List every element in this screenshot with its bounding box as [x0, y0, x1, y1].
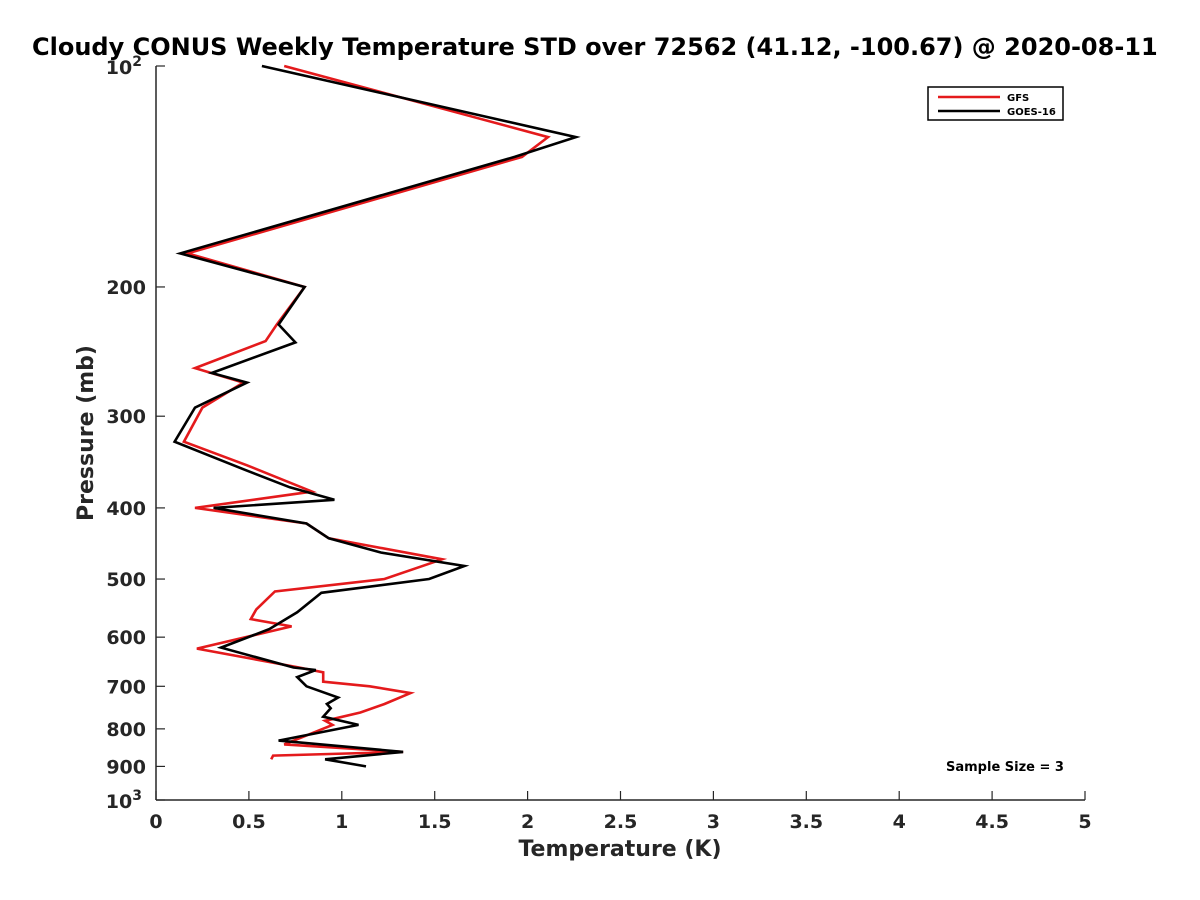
y-tick-label: 600: [106, 627, 146, 649]
y-tick-label: 102: [106, 54, 142, 79]
y-tick-label: 900: [106, 756, 146, 778]
y-tick-label: 800: [106, 719, 146, 741]
x-axis-label: Temperature (K): [518, 837, 721, 862]
legend: GFS GOES-16: [927, 86, 1064, 121]
y-axis-label: Pressure (mb): [74, 345, 99, 521]
y-tick-exponent: 2: [132, 54, 142, 70]
x-tick-label: 1.5: [418, 811, 452, 833]
x-tick-label: 1: [335, 811, 348, 833]
series-layer: [172, 64, 581, 768]
axes: 0 0.5 1 1.5 2 2.5 3 3.5 4 4.5 51022003004005006007…: [106, 54, 1092, 833]
series-line-gfs: [182, 64, 551, 760]
legend-label-gfs: GFS: [1007, 93, 1029, 104]
sample-size-annotation: Sample Size = 3: [946, 760, 1064, 775]
y-tick-label: 400: [106, 498, 146, 520]
y-tick-exponent: 3: [132, 788, 142, 804]
x-tick-label: 2.5: [604, 811, 638, 833]
legend-box: [927, 86, 1064, 121]
x-tick-label: 0.5: [232, 811, 266, 833]
y-tick-label: 300: [106, 406, 146, 428]
y-tick-label: 700: [106, 676, 146, 698]
x-tick-label: 5: [1078, 811, 1091, 833]
y-tick-label: 200: [106, 277, 146, 299]
y-tick-base: 10: [106, 791, 132, 813]
y-tick-base: 10: [106, 57, 132, 79]
series-line-goes-16: [172, 64, 581, 768]
y-tick-label: 500: [106, 569, 146, 591]
chart-title: Cloudy CONUS Weekly Temperature STD over…: [32, 33, 1158, 61]
x-tick-label: 3.5: [789, 811, 823, 833]
y-tick-label: 103: [106, 788, 142, 813]
x-tick-label: 0: [149, 811, 162, 833]
x-tick-label: 2: [521, 811, 534, 833]
x-tick-label: 4: [893, 811, 906, 833]
x-tick-label: 4.5: [975, 811, 1009, 833]
legend-label-goes-16: GOES-16: [1007, 107, 1056, 118]
x-tick-label: 3: [707, 811, 720, 833]
